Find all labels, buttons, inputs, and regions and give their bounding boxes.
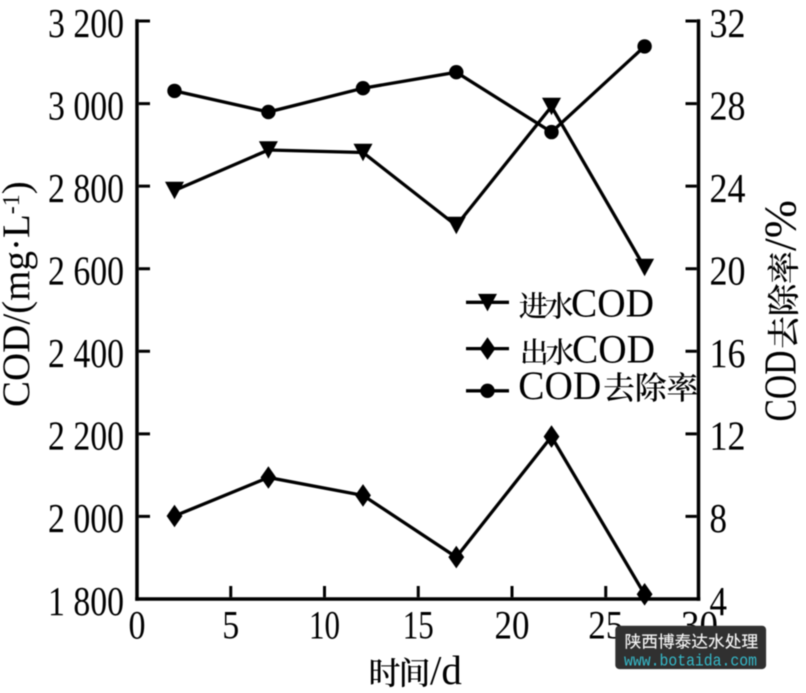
svg-text:3 200: 3 200	[48, 0, 124, 46]
svg-text:3 000: 3 000	[48, 82, 124, 128]
svg-text:2 600: 2 600	[48, 248, 124, 294]
svg-text:20: 20	[495, 603, 530, 648]
svg-text:20: 20	[710, 248, 746, 294]
svg-text:2 200: 2 200	[48, 413, 124, 459]
svg-text:/%: /%	[756, 200, 806, 251]
svg-text:COD: COD	[756, 351, 806, 422]
svg-text:www.botaida.com: www.botaida.com	[624, 653, 757, 672]
svg-text:12: 12	[710, 413, 746, 459]
svg-text:10: 10	[309, 603, 340, 648]
svg-text:2 000: 2 000	[48, 495, 124, 541]
svg-text:15: 15	[403, 603, 434, 648]
svg-text:24: 24	[710, 165, 746, 211]
svg-text:8: 8	[710, 495, 728, 541]
svg-text:COD/(mg·L-1): COD/(mg·L-1)	[0, 181, 38, 407]
svg-text:COD: COD	[518, 363, 601, 408]
svg-text:32: 32	[710, 0, 746, 46]
svg-text:COD: COD	[572, 327, 655, 372]
svg-text:0: 0	[129, 603, 146, 648]
svg-text:16: 16	[710, 330, 746, 376]
svg-text:COD: COD	[571, 280, 654, 325]
svg-text:5: 5	[222, 603, 239, 648]
svg-text:2 800: 2 800	[48, 165, 124, 211]
svg-text:1 800: 1 800	[48, 578, 124, 624]
svg-text:2 400: 2 400	[48, 330, 124, 376]
svg-text:/d: /d	[430, 647, 462, 693]
svg-text:4: 4	[710, 578, 728, 624]
svg-text:28: 28	[710, 82, 746, 128]
